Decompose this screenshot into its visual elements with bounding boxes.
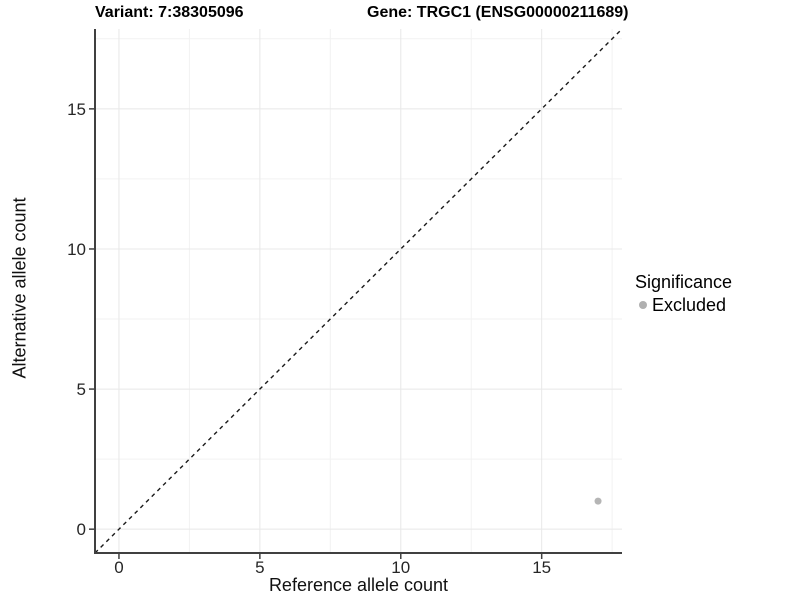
x-tick-label: 0 xyxy=(114,558,123,577)
y-tick-label: 0 xyxy=(77,520,86,539)
x-tick-label: 5 xyxy=(255,558,264,577)
legend-title: Significance xyxy=(635,272,733,292)
x-tick-label: 15 xyxy=(532,558,551,577)
data-point xyxy=(594,497,602,505)
legend: Significance Excluded xyxy=(635,272,732,315)
legend-entry-excluded: Excluded xyxy=(635,295,732,316)
legend-entry-label: Excluded xyxy=(652,294,727,315)
x-axis-title: Reference allele count xyxy=(268,575,449,595)
plot-title-gene: Gene: TRGC1 (ENSG00000211689) xyxy=(367,4,629,21)
x-tick-label: 10 xyxy=(391,558,410,577)
y-tick-label: 5 xyxy=(77,380,86,399)
plot-title-variant: Variant: 7:38305096 xyxy=(95,4,244,21)
y-tick-label: 15 xyxy=(67,100,86,119)
legend-point-icon xyxy=(639,301,647,310)
identity-dashed-line xyxy=(94,28,623,554)
y-tick-label: 10 xyxy=(67,240,86,259)
